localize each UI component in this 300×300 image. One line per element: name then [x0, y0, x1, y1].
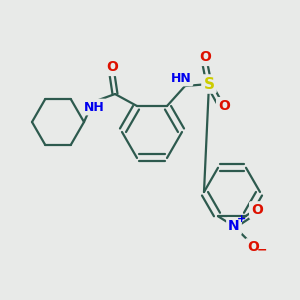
Text: O: O: [247, 240, 259, 254]
Text: S: S: [203, 76, 214, 92]
Text: NH: NH: [84, 100, 104, 113]
Text: O: O: [199, 50, 211, 64]
Text: HN: HN: [171, 71, 191, 85]
Text: O: O: [106, 60, 118, 74]
Text: −: −: [257, 244, 267, 257]
Text: N: N: [228, 219, 240, 233]
Text: O: O: [218, 99, 230, 113]
Text: +: +: [236, 214, 246, 224]
Text: O: O: [251, 203, 263, 217]
